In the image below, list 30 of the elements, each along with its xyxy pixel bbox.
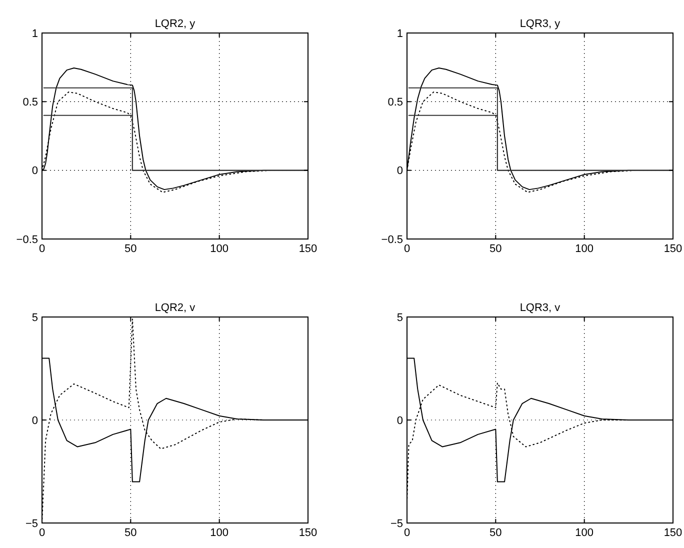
y-tick-label: 1	[396, 28, 403, 40]
y-tick-label: 0	[396, 414, 403, 427]
x-tick-label: 150	[664, 243, 682, 255]
x-tick-label: 50	[124, 527, 137, 539]
x-tick-label: 150	[664, 527, 682, 539]
x-tick-label: 100	[575, 243, 594, 255]
y-tick-label: 0	[396, 165, 403, 178]
chart-title: LQR3, v	[520, 302, 561, 314]
y-tick-label: −5	[25, 518, 38, 530]
x-tick-label: 50	[124, 243, 137, 255]
y-tick-label: 5	[396, 312, 403, 324]
x-tick-label: 150	[298, 527, 318, 539]
y-tick-label: 0.5	[22, 96, 38, 109]
chart-title: LQR2, y	[154, 18, 196, 30]
x-tick-label: 50	[490, 527, 502, 539]
y-tick-label: 1	[32, 28, 38, 40]
x-tick-label: 100	[210, 527, 229, 539]
y-tick-label: 0.5	[388, 96, 403, 109]
x-tick-label: 100	[210, 243, 229, 255]
chart-title: LQR3, y	[520, 18, 561, 30]
y-tick-label: 0	[32, 165, 38, 178]
y-tick-label: −5	[390, 518, 403, 530]
x-tick-label: 50	[490, 243, 502, 255]
x-tick-label: 150	[298, 243, 318, 255]
y-tick-label: −0.5	[381, 234, 403, 246]
x-tick-label: 100	[575, 527, 594, 539]
y-tick-label: −0.5	[16, 234, 38, 246]
y-tick-label: 0	[32, 414, 38, 427]
chart-title: LQR2, v	[154, 302, 196, 314]
y-tick-label: 5	[32, 312, 38, 324]
